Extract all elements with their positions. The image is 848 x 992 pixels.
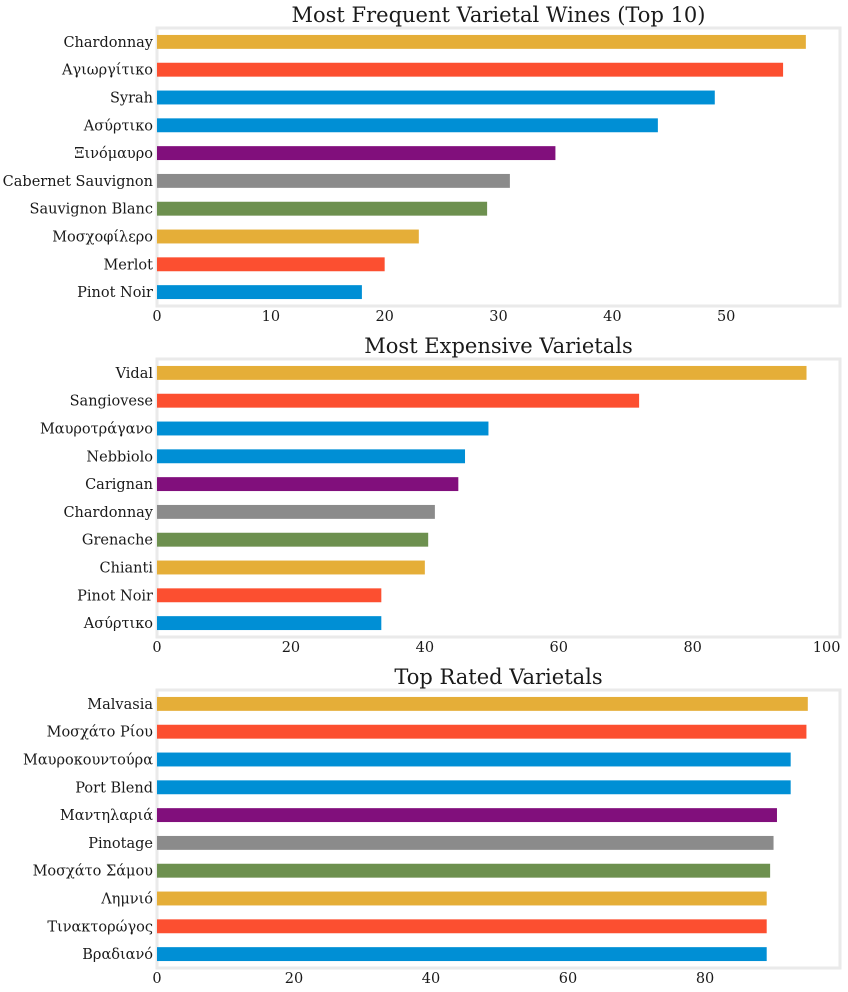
bar [157, 696, 808, 711]
category-label: Μοσχάτο Ρίου [47, 724, 154, 741]
bar [157, 365, 807, 380]
bar [157, 588, 382, 603]
category-label: Cabernet Sauvignon [3, 174, 153, 190]
chart-panel-2: Most Expensive Varietals Vidal Sangiovese Μ… [40, 334, 842, 656]
category-label: Μαντηλαριά [60, 808, 153, 824]
bar [157, 808, 777, 823]
category-label: Sangiovese [70, 394, 153, 410]
bar [157, 257, 385, 272]
x-tick-label: 60 [559, 971, 577, 987]
chart-panel-3: Top Rated Varietals Malvasia Μοσχάτο Ρίου Μ… [23, 665, 842, 987]
x-tick-label: 0 [152, 309, 161, 325]
category-label: Chardonnay [63, 35, 153, 51]
bar [157, 560, 425, 575]
chart-panel-1: Most Frequent Varietal Wines (Top 10) Cha… [3, 3, 842, 325]
category-label: Grenache [82, 533, 153, 549]
bar [157, 919, 767, 934]
x-tick-label: 20 [285, 971, 303, 987]
category-label: Ασύρτικο [83, 616, 153, 632]
category-label: Syrah [110, 91, 153, 107]
bar [157, 532, 429, 547]
bar [157, 146, 556, 161]
x-tick-label: 30 [489, 309, 507, 325]
chart-title: Most Frequent Varietal Wines (Top 10) [292, 3, 706, 27]
bar [157, 616, 382, 631]
category-label: Ασύρτικο [83, 118, 153, 134]
category-label: Carignan [85, 477, 153, 493]
x-tick-label: 80 [683, 640, 701, 656]
x-tick-label: 10 [262, 309, 280, 325]
bar [157, 724, 807, 739]
category-label: Port Blend [75, 780, 153, 796]
bar [157, 90, 715, 105]
category-label: Pinotage [88, 836, 153, 852]
bar [157, 835, 774, 850]
category-label: Pinot Noir [77, 588, 153, 604]
bar [157, 229, 419, 244]
bar [157, 477, 459, 492]
category-label: Merlot [103, 257, 153, 273]
category-label: Μοσχοφίλερο [52, 229, 153, 246]
category-label: Μαυροτράγανο [40, 422, 153, 438]
plot-frame [155, 357, 842, 639]
bar [157, 780, 791, 795]
x-tick-label: 100 [813, 640, 841, 656]
category-label: Τινακτορώγος [47, 919, 153, 935]
category-label: Βραδιανό [82, 947, 153, 963]
x-tick-label: 50 [717, 309, 735, 325]
category-label: Sauvignon Blanc [30, 202, 153, 218]
x-tick-label: 40 [422, 971, 440, 987]
chart-title: Most Expensive Varietals [364, 334, 632, 358]
bar [157, 285, 362, 300]
category-label: Nebbiolo [86, 449, 153, 465]
category-label: Chianti [99, 561, 153, 577]
bar [157, 201, 488, 216]
bar [157, 118, 658, 133]
bar [157, 891, 767, 906]
category-label: Λημνιό [100, 892, 153, 908]
category-label: Ξινόμαυρο [74, 146, 153, 162]
x-tick-label: 40 [416, 640, 434, 656]
category-label: Μοσχάτο Σάμου [33, 864, 154, 880]
x-tick-label: 40 [603, 309, 621, 325]
bar [157, 752, 791, 767]
category-label: Αγιωργίτικο [61, 62, 153, 79]
category-label: Malvasia [87, 697, 153, 713]
bar [157, 863, 771, 878]
category-label: Μαυροκουντούρα [23, 753, 153, 769]
x-tick-label: 80 [696, 971, 714, 987]
bar [157, 173, 510, 188]
bar [157, 947, 767, 962]
bar [157, 504, 435, 519]
bar [157, 34, 806, 49]
category-label: Vidal [115, 366, 154, 382]
plot-frame [155, 26, 842, 308]
category-label: Chardonnay [63, 505, 153, 521]
bar [157, 393, 640, 408]
chart-title: Top Rated Varietals [394, 665, 602, 689]
x-tick-label: 20 [282, 640, 300, 656]
x-tick-label: 0 [152, 640, 161, 656]
plot-frame [155, 688, 842, 970]
category-label: Pinot Noir [77, 285, 153, 301]
bar [157, 421, 489, 436]
x-tick-label: 20 [375, 309, 393, 325]
bar [157, 449, 466, 464]
x-tick-label: 60 [550, 640, 568, 656]
x-tick-label: 0 [152, 971, 161, 987]
bar [157, 62, 784, 77]
